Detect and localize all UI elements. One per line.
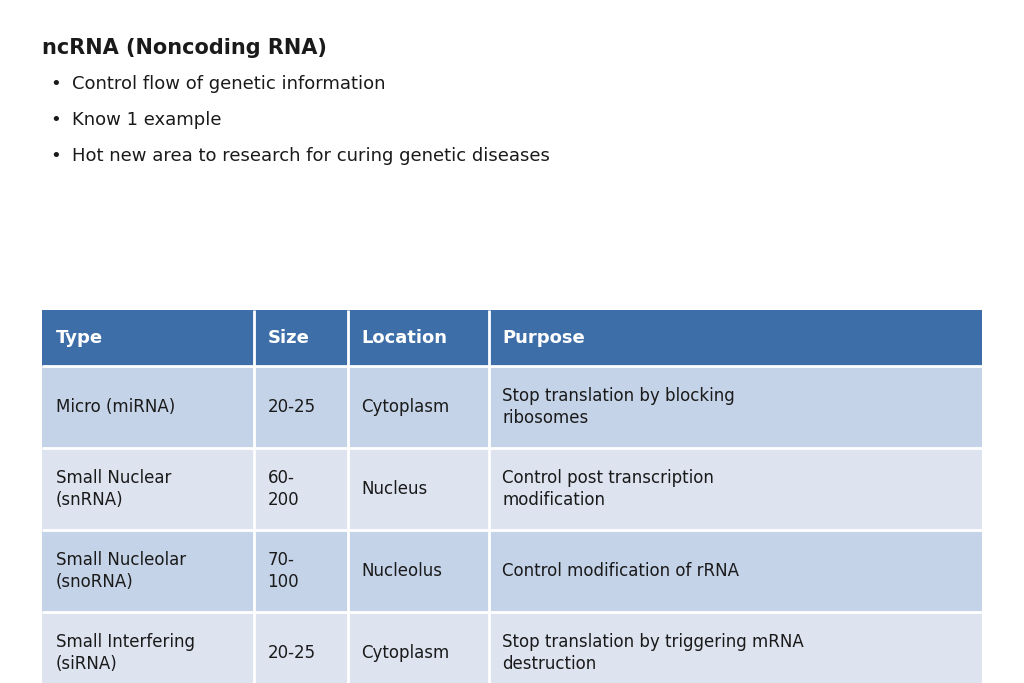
- Bar: [42, 310, 982, 366]
- Bar: [42, 366, 982, 448]
- Text: Small Nucleolar
(snoRNA): Small Nucleolar (snoRNA): [56, 550, 186, 591]
- Text: Control flow of genetic information: Control flow of genetic information: [72, 75, 385, 93]
- Text: Hot new area to research for curing genetic diseases: Hot new area to research for curing gene…: [72, 147, 550, 165]
- Text: Small Nuclear
(snRNA): Small Nuclear (snRNA): [56, 469, 171, 510]
- Text: •: •: [50, 75, 60, 93]
- Text: 20-25: 20-25: [267, 644, 315, 662]
- Text: 20-25: 20-25: [267, 398, 315, 416]
- Text: ncRNA (Noncoding RNA): ncRNA (Noncoding RNA): [42, 38, 327, 58]
- Text: Purpose: Purpose: [503, 329, 586, 347]
- Bar: [42, 530, 982, 612]
- Bar: [42, 448, 982, 530]
- Text: •: •: [50, 111, 60, 129]
- Text: Type: Type: [56, 329, 103, 347]
- Text: Know 1 example: Know 1 example: [72, 111, 221, 129]
- Text: Micro (miRNA): Micro (miRNA): [56, 398, 175, 416]
- Text: Cytoplasm: Cytoplasm: [361, 644, 450, 662]
- Bar: [42, 612, 982, 683]
- Text: Size: Size: [267, 329, 309, 347]
- Text: Stop translation by blocking
ribosomes: Stop translation by blocking ribosomes: [503, 387, 735, 428]
- Text: Stop translation by triggering mRNA
destruction: Stop translation by triggering mRNA dest…: [503, 632, 804, 673]
- Text: Nucleus: Nucleus: [361, 480, 428, 498]
- Text: Control modification of rRNA: Control modification of rRNA: [503, 562, 739, 580]
- Text: Cytoplasm: Cytoplasm: [361, 398, 450, 416]
- Text: 70-
100: 70- 100: [267, 550, 299, 591]
- Text: Nucleolus: Nucleolus: [361, 562, 442, 580]
- Text: Location: Location: [361, 329, 447, 347]
- Text: •: •: [50, 147, 60, 165]
- Text: Control post transcription
modification: Control post transcription modification: [503, 469, 715, 510]
- Text: 60-
200: 60- 200: [267, 469, 299, 510]
- Text: Small Interfering
(siRNA): Small Interfering (siRNA): [56, 632, 195, 673]
